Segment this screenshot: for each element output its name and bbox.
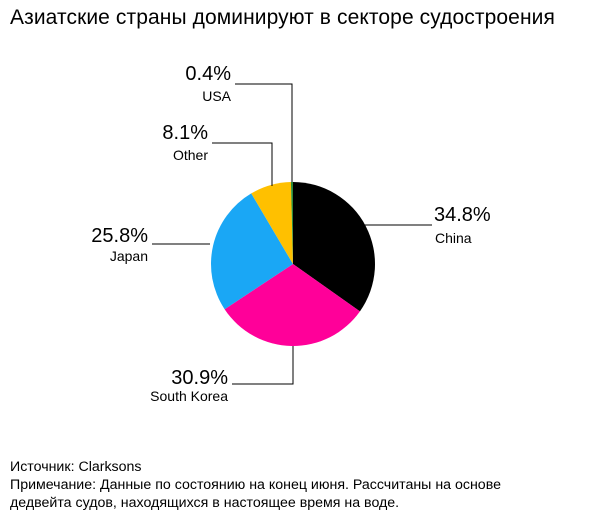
note-line-1: Примечание: Данные по состоянию на конец… [10, 477, 501, 493]
slice-value-other: 8.1% [162, 122, 208, 144]
pie-slice-china [293, 182, 375, 312]
source-note: Источник: Clarksons [10, 459, 142, 475]
pie-slice-other [251, 182, 293, 264]
chart-footer: Источник: Clarksons Примечание: Данные п… [10, 458, 570, 512]
slice-label-japan: Japan [110, 248, 148, 264]
leader-line-south-korea [232, 346, 294, 385]
pie-slices [211, 182, 375, 346]
note-line-2: дедвейта судов, находящихся в настоящее … [10, 495, 400, 511]
slice-value-japan: 25.8% [91, 225, 148, 247]
pie-slice-usa [290, 182, 293, 264]
slice-label-south-korea: South Korea [150, 388, 228, 404]
leader-line-usa [235, 83, 293, 182]
slice-value-south-korea: 30.9% [171, 367, 228, 389]
slice-label-usa: USA [202, 88, 231, 104]
slice-labels: 34.8% China 30.9%South Korea 25.8%Japan 8.1%… [91, 63, 491, 404]
slice-label-other: Other [173, 147, 208, 163]
pie-slice-japan [211, 193, 293, 310]
pie-chart: 34.8% China 30.9%South Korea 25.8%Japan 8.1%… [91, 63, 491, 404]
chart-title: Азиатские страны доминируют в секторе су… [10, 6, 555, 29]
slice-value-usa: 0.4% [185, 63, 231, 85]
slice-value-china: 34.8% [434, 204, 491, 226]
leader-line-other [212, 142, 273, 186]
slice-label-china: China [435, 230, 472, 246]
pie-slice-south-korea [224, 264, 360, 346]
